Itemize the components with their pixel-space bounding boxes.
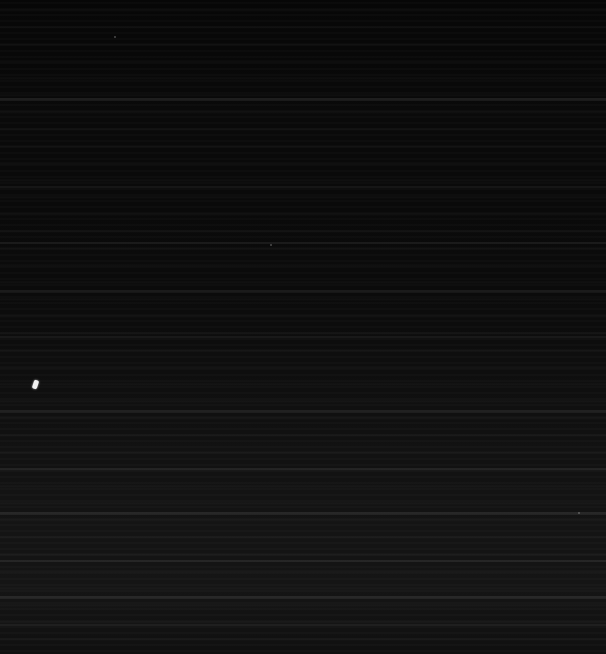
- scanline-band: [0, 560, 606, 562]
- scanline-band: [0, 596, 606, 599]
- noise-speck: [270, 244, 272, 246]
- scanline-band: [0, 624, 606, 626]
- scanline-band: [0, 290, 606, 293]
- scanline-band: [0, 242, 606, 244]
- scanline-band: [0, 98, 606, 101]
- bright-speck: [32, 379, 40, 389]
- scanline-band: [0, 336, 606, 338]
- noise-speck: [114, 36, 116, 38]
- scanline-band: [0, 512, 606, 515]
- scanline-band: [0, 186, 606, 188]
- scanline-band: [0, 410, 606, 413]
- noise-speck: [578, 512, 580, 514]
- scanline-band: [0, 468, 606, 470]
